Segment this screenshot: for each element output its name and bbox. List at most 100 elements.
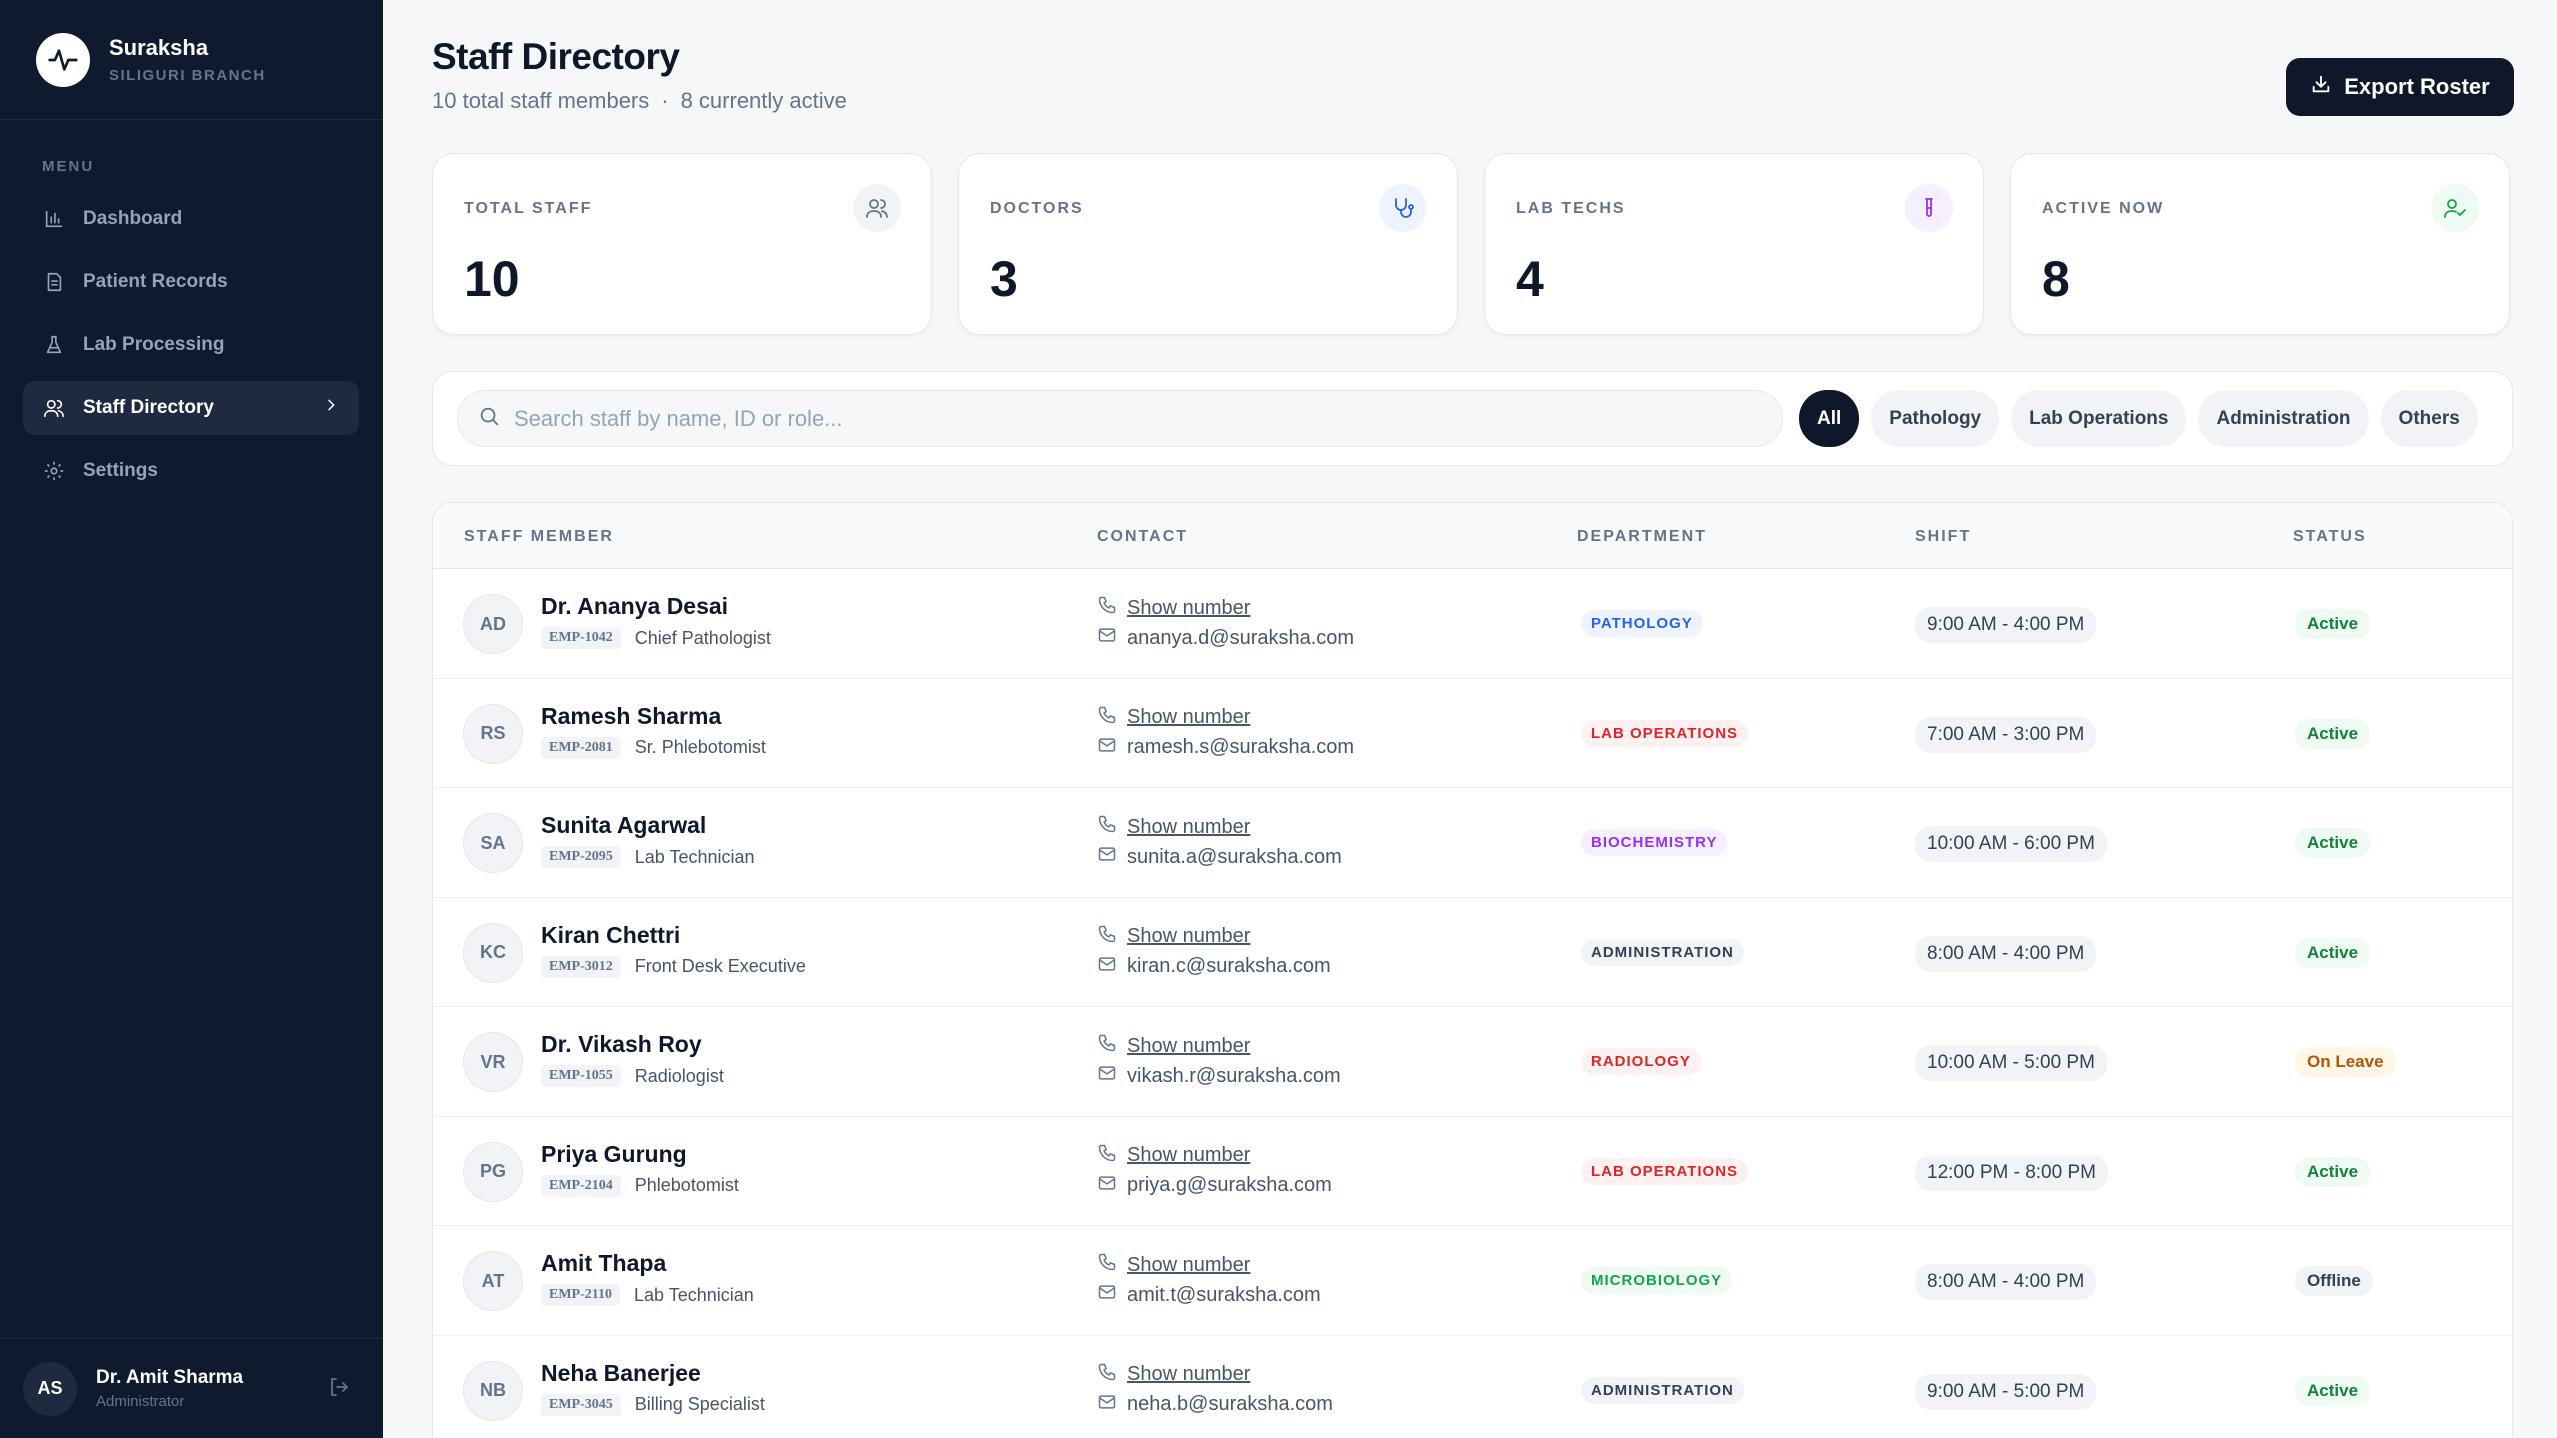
contact-info: Show number amit.t@suraksha.com	[1097, 1250, 1321, 1310]
search-input[interactable]	[514, 405, 1714, 432]
staff-role: Chief Pathologist	[634, 627, 771, 648]
department-filters: All Pathology Lab Operations Administrat…	[1799, 390, 2478, 447]
export-roster-button[interactable]: Export Roster	[2286, 58, 2514, 116]
shift-badge: 10:00 AM - 5:00 PM	[1915, 1045, 2107, 1081]
phone-icon	[1097, 1362, 1117, 1388]
show-number-link[interactable]: Show number	[1127, 925, 1251, 947]
department-badge: BIOCHEMISTRY	[1581, 829, 1728, 856]
table-row[interactable]: NB Neha Banerjee EMP-3045 Billing Specia…	[433, 1336, 2512, 1438]
search-box[interactable]	[457, 390, 1783, 447]
staff-name[interactable]: Dr. Vikash Roy	[541, 1031, 702, 1057]
email-text[interactable]: priya.g@suraksha.com	[1127, 1174, 1332, 1196]
table-row[interactable]: AD Dr. Ananya Desai EMP-1042 Chief Patho…	[433, 569, 2512, 679]
contact-info: Show number priya.g@suraksha.com	[1097, 1141, 1332, 1201]
shift-badge: 10:00 AM - 6:00 PM	[1915, 826, 2107, 862]
staff-name[interactable]: Amit Thapa	[541, 1250, 667, 1276]
mail-icon	[1097, 735, 1117, 761]
table-row[interactable]: SA Sunita Agarwal EMP-2095 Lab Technicia…	[433, 788, 2512, 898]
table-row[interactable]: PG Priya Gurung EMP-2104 Phlebotomist Sh…	[433, 1117, 2512, 1226]
stat-value: 4	[1516, 251, 1544, 307]
table-row[interactable]: AT Amit Thapa EMP-2110 Lab Technician Sh…	[433, 1226, 2512, 1336]
column-header-department[interactable]: DEPARTMENT	[1577, 528, 1707, 545]
sidebar-item-patient-records[interactable]: Patient Records	[23, 255, 359, 309]
mail-icon	[1097, 844, 1117, 870]
stat-value: 3	[990, 251, 1018, 307]
staff-role: Radiologist	[634, 1065, 724, 1086]
contact-info: Show number vikash.r@suraksha.com	[1097, 1031, 1341, 1091]
user-check-icon	[2431, 184, 2479, 232]
show-number-link[interactable]: Show number	[1127, 1253, 1251, 1276]
email-text[interactable]: kiran.c@suraksha.com	[1127, 955, 1331, 977]
status-badge: Active	[2295, 1156, 2371, 1187]
status-badge: Active	[2295, 937, 2371, 968]
brand[interactable]: Suraksha SILIGURI BRANCH	[0, 0, 383, 120]
stethoscope-icon	[1379, 184, 1427, 232]
employee-id: EMP-2110	[541, 1284, 620, 1306]
filter-chip-administration[interactable]: Administration	[2198, 390, 2369, 447]
column-header-status[interactable]: STATUS	[2293, 528, 2367, 545]
phone-icon	[1097, 1252, 1117, 1278]
stat-card-active-now: ACTIVE NOW 8	[2010, 153, 2510, 335]
department-badge: LAB OPERATIONS	[1581, 719, 1749, 747]
employee-id: EMP-3012	[541, 955, 621, 978]
stat-card-doctors: DOCTORS 3	[958, 153, 1458, 335]
pulse-logo-icon	[36, 32, 90, 87]
table-row[interactable]: KC Kiran Chettri EMP-3012 Front Desk Exe…	[433, 898, 2512, 1007]
show-number-link[interactable]: Show number	[1127, 1034, 1251, 1057]
logout-icon[interactable]	[327, 1375, 351, 1404]
sidebar-item-label: Settings	[83, 460, 158, 481]
staff-name[interactable]: Neha Banerjee	[541, 1359, 701, 1386]
column-header-staff-member[interactable]: STAFF MEMBER	[464, 528, 614, 545]
sidebar-item-lab-processing[interactable]: Lab Processing	[23, 318, 359, 372]
table-row[interactable]: RS Ramesh Sharma EMP-2081 Sr. Phlebotomi…	[433, 679, 2512, 788]
staff-name[interactable]: Ramesh Sharma	[541, 702, 722, 729]
column-header-shift[interactable]: SHIFT	[1915, 528, 1972, 545]
filter-chip-others[interactable]: Others	[2380, 390, 2478, 447]
sidebar-item-dashboard[interactable]: Dashboard	[23, 192, 359, 246]
mail-icon	[1097, 1282, 1117, 1308]
sidebar-item-staff-directory[interactable]: Staff Directory	[23, 381, 359, 435]
email-text[interactable]: neha.b@suraksha.com	[1127, 1393, 1333, 1415]
department-badge: LAB OPERATIONS	[1581, 1157, 1749, 1185]
employee-id: EMP-3045	[541, 1393, 621, 1416]
user-role: Administrator	[96, 1393, 185, 1410]
phone-icon	[1097, 814, 1117, 840]
filter-chip-all[interactable]: All	[1799, 390, 1860, 447]
department-badge: ADMINISTRATION	[1581, 1376, 1744, 1404]
column-header-contact[interactable]: CONTACT	[1097, 528, 1189, 545]
stat-label: ACTIVE NOW	[2042, 200, 2165, 217]
sidebar-nav: Dashboard Patient Records Lab Processing…	[23, 192, 359, 507]
show-number-link[interactable]: Show number	[1127, 815, 1251, 838]
department-badge: RADIOLOGY	[1581, 1048, 1701, 1075]
staff-name[interactable]: Sunita Agarwal	[541, 812, 707, 838]
phone-icon	[1097, 1033, 1117, 1059]
show-number-link[interactable]: Show number	[1127, 706, 1251, 728]
staff-name[interactable]: Dr. Ananya Desai	[541, 593, 729, 619]
staff-role: Phlebotomist	[634, 1175, 739, 1195]
status-badge: Active	[2295, 718, 2371, 749]
stat-label: TOTAL STAFF	[464, 200, 593, 217]
email-text[interactable]: ramesh.s@suraksha.com	[1127, 736, 1355, 758]
table-row[interactable]: VR Dr. Vikash Roy EMP-1055 Radiologist S…	[433, 1007, 2512, 1117]
staff-role: Lab Technician	[634, 846, 755, 867]
staff-role: Lab Technician	[634, 1284, 754, 1305]
employee-id: EMP-1042	[541, 627, 621, 649]
stats-row: TOTAL STAFF 10 DOCTORS 3 LAB TECHS 4 ACT…	[432, 153, 2510, 335]
email-text[interactable]: amit.t@suraksha.com	[1127, 1283, 1321, 1306]
staff-name[interactable]: Priya Gurung	[541, 1140, 687, 1167]
show-number-link[interactable]: Show number	[1127, 596, 1251, 619]
show-number-link[interactable]: Show number	[1127, 1363, 1251, 1385]
total-staff-text: 10 total staff members	[432, 88, 650, 113]
email-text[interactable]: ananya.d@suraksha.com	[1127, 626, 1355, 649]
email-text[interactable]: sunita.a@suraksha.com	[1127, 845, 1342, 868]
email-text[interactable]: vikash.r@suraksha.com	[1127, 1064, 1341, 1087]
filter-chip-pathology[interactable]: Pathology	[1871, 390, 2000, 447]
filter-chip-lab-operations[interactable]: Lab Operations	[2011, 390, 2187, 447]
sidebar-item-settings[interactable]: Settings	[23, 444, 359, 498]
test-tube-icon	[1905, 184, 1953, 232]
user-profile[interactable]: AS Dr. Amit Sharma Administrator	[0, 1338, 383, 1438]
show-number-link[interactable]: Show number	[1127, 1144, 1251, 1166]
shift-badge: 9:00 AM - 4:00 PM	[1915, 607, 2097, 643]
staff-name[interactable]: Kiran Chettri	[541, 921, 681, 948]
contact-info: Show number neha.b@suraksha.com	[1097, 1360, 1333, 1420]
